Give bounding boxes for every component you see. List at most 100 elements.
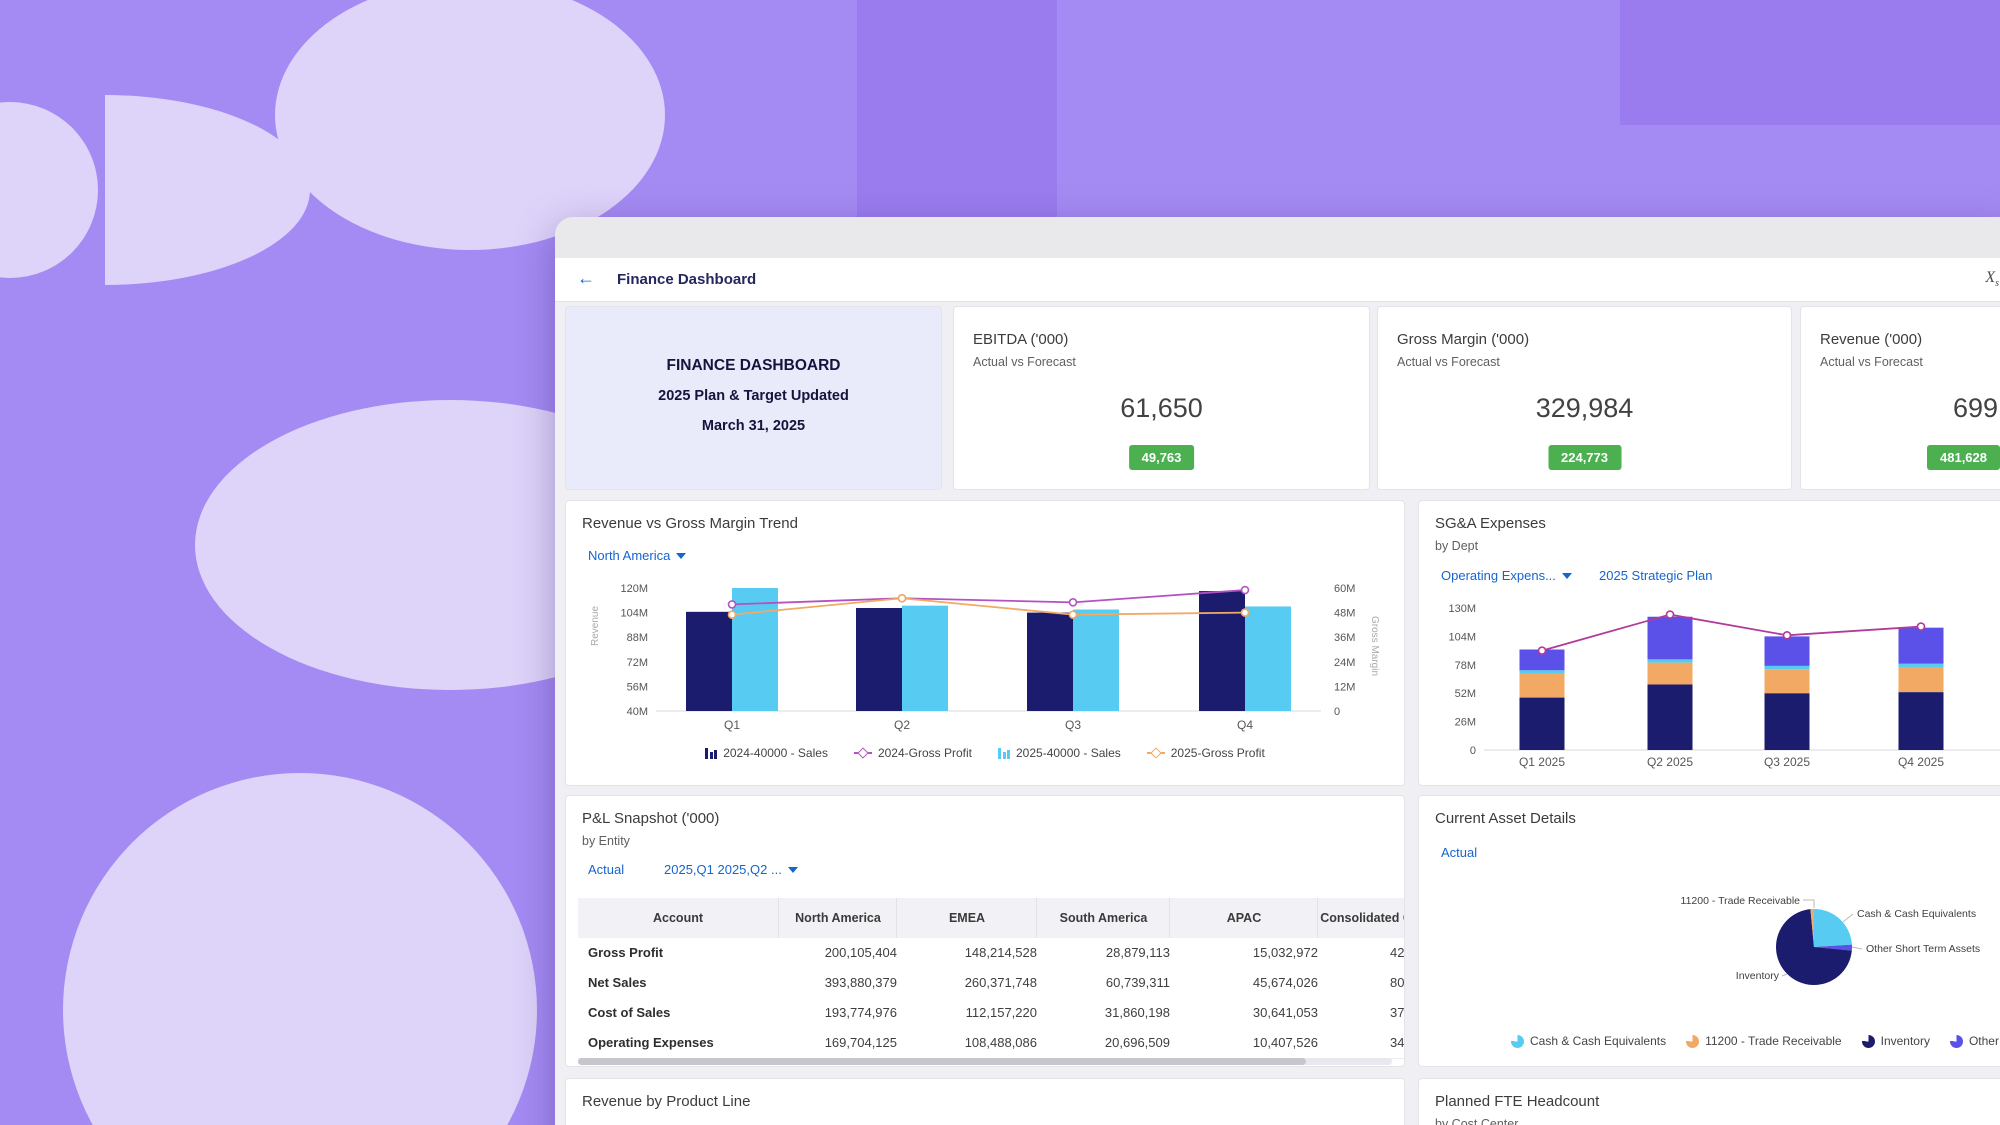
marker-2025-Gross Profit[interactable]: [1242, 609, 1249, 616]
bar-2025-40000 - Sales[interactable]: [902, 606, 948, 711]
trend-chart-plot[interactable]: 120M104M88M72M56M40M60M48M36M24M12M0Q1Q2…: [566, 571, 1404, 746]
scenario-label[interactable]: Actual: [588, 862, 624, 877]
kpi-subtitle: Actual vs Forecast: [1820, 355, 1923, 369]
info-title: FINANCE DASHBOARD: [566, 357, 941, 375]
kpi-forecast-badge: 224,773: [1548, 445, 1621, 470]
total-line[interactable]: [1542, 615, 1921, 651]
stack-segment[interactable]: [1765, 666, 1810, 669]
cell-value: 45,674,026: [1253, 975, 1318, 990]
cell-value: 393,880,379: [825, 975, 897, 990]
chart-title: P&L Snapshot ('000): [582, 810, 719, 827]
strategic-plan-label[interactable]: 2025 Strategic Plan: [1599, 568, 1712, 583]
svg-text:Q3: Q3: [1065, 718, 1081, 732]
stack-segment[interactable]: [1520, 670, 1565, 673]
cell-value: 260,371,748: [965, 975, 1037, 990]
svg-text:0: 0: [1334, 706, 1340, 718]
account-filter-label[interactable]: Operating Expens...: [1441, 568, 1556, 583]
table-hscrollbar-thumb[interactable]: [578, 1058, 1306, 1065]
svg-text:56M: 56M: [627, 681, 648, 693]
cell-value: 30,641,053: [1253, 1005, 1318, 1020]
svg-text:36M: 36M: [1334, 632, 1355, 644]
scenario-link[interactable]: Actual: [1441, 845, 1477, 860]
pnl-snapshot-card: P&L Snapshot ('000) by Entity Actual 202…: [565, 795, 1405, 1067]
marker-2024-Gross Profit[interactable]: [729, 601, 736, 608]
chart-title: Planned FTE Headcount: [1435, 1093, 1599, 1110]
chart-subtitle: by Entity: [582, 834, 630, 848]
bar-2025-40000 - Sales[interactable]: [1245, 606, 1291, 711]
line-series-icon: [854, 748, 872, 758]
period-filter-label[interactable]: 2025,Q1 2025,Q2 ...: [664, 862, 782, 877]
stack-segment[interactable]: [1899, 692, 1944, 750]
total-line-marker[interactable]: [1784, 632, 1791, 639]
background-shape: [0, 102, 98, 278]
bar-2024-40000 - Sales[interactable]: [1027, 613, 1073, 711]
legend-label: 2025-Gross Profit: [1171, 746, 1265, 760]
stack-segment[interactable]: [1520, 674, 1565, 698]
chart-title: SG&A Expenses: [1435, 515, 1546, 532]
marker-2024-Gross Profit[interactable]: [1070, 599, 1077, 606]
stack-segment[interactable]: [1899, 664, 1944, 667]
svg-text:78M: 78M: [1455, 660, 1476, 672]
kpi-title: Gross Margin ('000): [1397, 331, 1529, 348]
stack-segment[interactable]: [1765, 636, 1810, 665]
marker-2024-Gross Profit[interactable]: [1242, 587, 1249, 594]
total-line-marker[interactable]: [1667, 611, 1674, 618]
stack-segment[interactable]: [1648, 659, 1693, 662]
svg-text:72M: 72M: [627, 657, 648, 669]
region-filter-label[interactable]: North America: [588, 548, 670, 563]
total-line-marker[interactable]: [1918, 623, 1925, 630]
assets-pie-chart[interactable]: 11200 - Trade ReceivableCash & Cash Equi…: [1419, 866, 2000, 1026]
bar-2024-40000 - Sales[interactable]: [686, 612, 732, 711]
chevron-down-icon: [788, 867, 798, 873]
region-filter-dropdown[interactable]: North America: [588, 548, 686, 563]
marker-2025-Gross Profit[interactable]: [899, 595, 906, 602]
kpi-card-ebitda: EBITDA ('000) Actual vs Forecast 61,650 …: [953, 306, 1370, 490]
legend-item[interactable]: 2025-40000 - Sales: [998, 746, 1121, 760]
stack-segment[interactable]: [1648, 684, 1693, 750]
marker-2025-Gross Profit[interactable]: [1070, 611, 1077, 618]
svg-text:130M: 130M: [1448, 603, 1476, 615]
column-header: EMEA: [896, 898, 1037, 938]
stack-segment[interactable]: [1899, 667, 1944, 692]
pie-slice[interactable]: [1814, 909, 1852, 947]
stack-segment[interactable]: [1765, 693, 1810, 750]
legend-item[interactable]: Inventory: [1862, 1034, 1930, 1048]
account-filter-dropdown[interactable]: Operating Expens...: [1441, 568, 1572, 583]
line-2024-Gross Profit[interactable]: [732, 590, 1245, 604]
window-titlebar[interactable]: [555, 217, 2000, 258]
legend-item[interactable]: 2024-Gross Profit: [854, 746, 972, 760]
info-subtitle: 2025 Plan & Target Updated: [566, 388, 941, 404]
stack-segment[interactable]: [1899, 628, 1944, 664]
bar-2024-40000 - Sales[interactable]: [1199, 591, 1245, 711]
bar-2024-40000 - Sales[interactable]: [856, 608, 902, 711]
legend-item[interactable]: 11200 - Trade Receivable: [1686, 1034, 1842, 1048]
bar-2025-40000 - Sales[interactable]: [1073, 610, 1119, 711]
cell-value: 148,214,528: [965, 945, 1037, 960]
pie-series-icon: [1950, 1035, 1963, 1048]
period-filter-dropdown[interactable]: 2025,Q1 2025,Q2 ...: [664, 862, 798, 877]
bar-2025-40000 - Sales[interactable]: [732, 588, 778, 711]
legend-item[interactable]: Cash & Cash Equivalents: [1511, 1034, 1666, 1048]
kpi-subtitle: Actual vs Forecast: [1397, 355, 1500, 369]
cell-value: 193,774,976: [825, 1005, 897, 1020]
scenario-link[interactable]: Actual: [588, 862, 624, 877]
table-row: Gross Profit200,105,404148,214,52828,879…: [578, 938, 1404, 969]
pie-callout-inventory: Inventory: [1736, 970, 1780, 982]
column-header: Consolidated Company: [1317, 898, 1405, 938]
stack-segment[interactable]: [1648, 663, 1693, 685]
stack-segment[interactable]: [1765, 669, 1810, 693]
back-button[interactable]: ←: [577, 268, 595, 289]
legend-item[interactable]: 2024-40000 - Sales: [705, 746, 828, 760]
legend-item[interactable]: Other Short Term Assets: [1950, 1034, 2000, 1048]
marker-2025-Gross Profit[interactable]: [729, 611, 736, 618]
trend-chart-card: Revenue vs Gross Margin Trend North Amer…: [565, 500, 1405, 786]
legend-item[interactable]: 2025-Gross Profit: [1147, 746, 1265, 760]
stack-segment[interactable]: [1520, 698, 1565, 750]
sga-chart-plot[interactable]: 130M104M78M52M26M0Q1 2025Q2 2025Q3 2025Q…: [1419, 589, 2000, 784]
legend-label: 2024-Gross Profit: [878, 746, 972, 760]
scenario-label[interactable]: Actual: [1441, 845, 1477, 860]
strategic-plan-link[interactable]: 2025 Strategic Plan: [1599, 568, 1712, 583]
kpi-forecast-badge: 481,628: [1927, 445, 2000, 470]
total-line-marker[interactable]: [1539, 647, 1546, 654]
stack-segment[interactable]: [1648, 617, 1693, 660]
